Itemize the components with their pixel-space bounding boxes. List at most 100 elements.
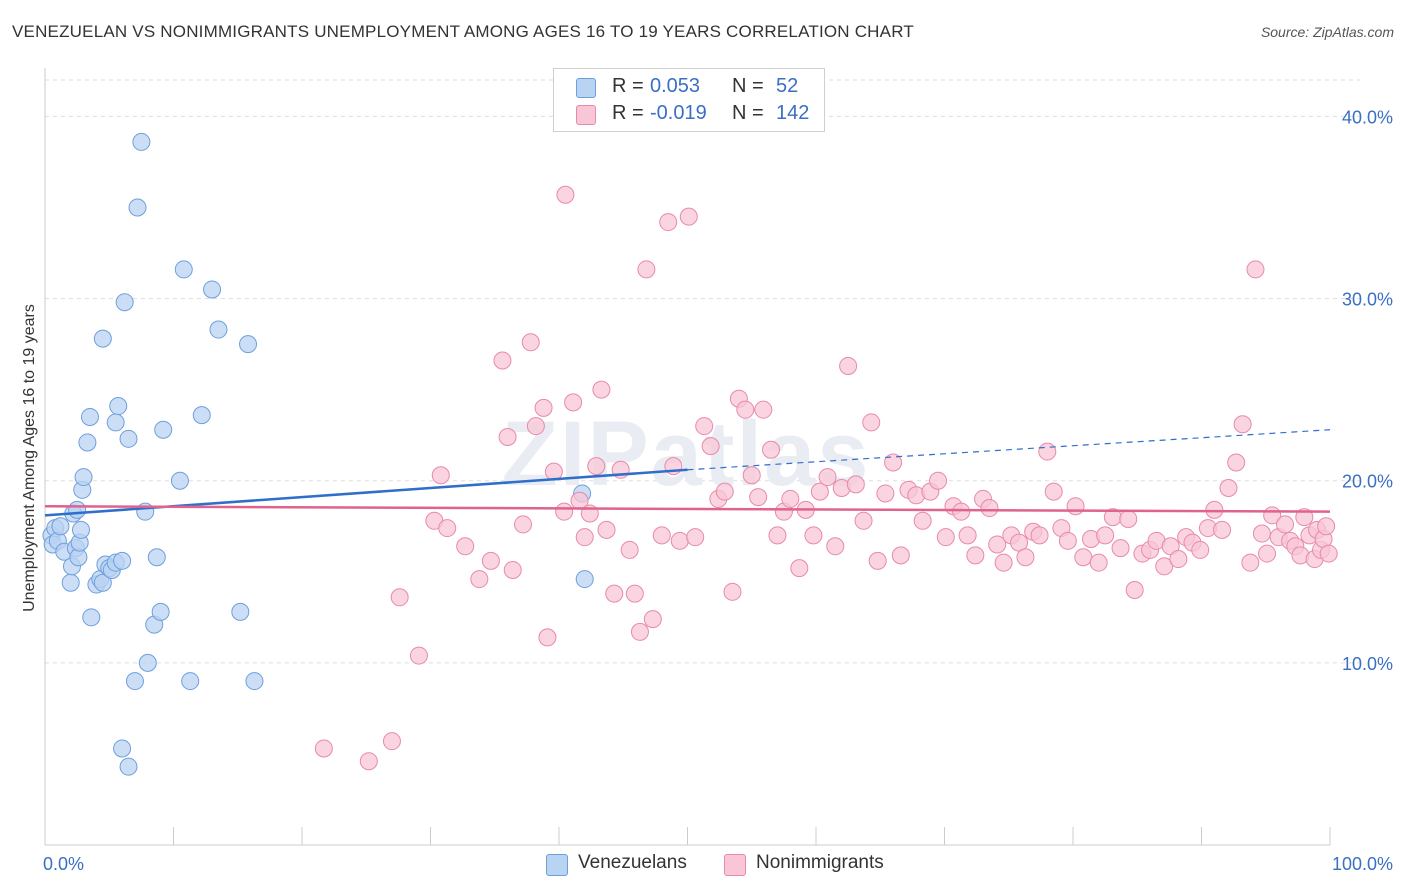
- nonimmigrants-point: [839, 356, 858, 375]
- nonimmigrants-point: [749, 488, 768, 507]
- nonimmigrants-point: [1096, 526, 1115, 545]
- nonimmigrants-point: [481, 551, 500, 570]
- nonimmigrants-point: [1169, 550, 1188, 569]
- venezuelans-point: [51, 517, 70, 536]
- x-tick-label: 100.0%: [1332, 854, 1393, 874]
- nonimmigrants-point: [652, 526, 671, 545]
- nonimmigrants-point: [913, 511, 932, 530]
- nonimmigrants-point: [555, 502, 574, 521]
- nonimmigrants-point: [936, 528, 955, 547]
- legend-n-label: N =: [732, 75, 764, 97]
- nonimmigrants-point: [620, 540, 639, 559]
- nonimmigrants-series: [314, 185, 1338, 771]
- venezuelans-point: [119, 429, 138, 448]
- nonimmigrants-point: [556, 185, 575, 204]
- nonimmigrants-legend-swatch: [724, 854, 746, 876]
- nonimmigrants-point: [564, 393, 583, 412]
- nonimmigrants-point: [1111, 539, 1130, 558]
- nonimmigrants-point: [723, 582, 742, 601]
- watermark: ZIPatlas: [502, 403, 871, 505]
- nonimmigrants-point: [1319, 544, 1338, 563]
- nonimmigrants-point: [994, 553, 1013, 572]
- nonimmigrants-point: [1125, 581, 1144, 599]
- nonimmigrants-trend-line: [44, 504, 1331, 513]
- venezuelans-legend-swatch: [546, 854, 568, 876]
- venezuelans-point: [71, 520, 90, 539]
- nonimmigrants-point: [456, 537, 475, 556]
- nonimmigrants-point: [952, 502, 971, 521]
- venezuelans-point: [109, 397, 128, 416]
- y-tick-label: 40.0%: [1342, 107, 1393, 127]
- nonimmigrants-point: [1058, 531, 1077, 550]
- y-tick-label: 20.0%: [1342, 472, 1393, 492]
- venezuelans-point: [181, 672, 200, 691]
- nonimmigrants-point: [670, 531, 689, 550]
- venezuelans-point: [80, 407, 99, 426]
- nonimmigrants-point: [592, 380, 611, 399]
- nonimmigrants-point: [597, 520, 616, 539]
- venezuelans-point: [245, 672, 264, 691]
- venezuelans-point: [82, 608, 101, 627]
- nonimmigrants-point: [754, 400, 773, 419]
- venezuelans-point: [192, 406, 211, 425]
- nonimmigrants-point: [686, 528, 705, 547]
- venezuelans-point: [113, 739, 132, 758]
- nonimmigrants-point: [409, 646, 428, 665]
- venezuelans-point: [125, 672, 144, 691]
- venezuelans-point: [78, 433, 97, 452]
- nonimmigrants-point: [1219, 479, 1238, 497]
- venezuelans-point: [74, 468, 93, 487]
- nonimmigrants-point: [470, 570, 489, 589]
- nonimmigrants-point: [876, 484, 895, 503]
- venezuelans-point: [119, 757, 138, 776]
- nonimmigrants-point: [768, 526, 787, 545]
- venezuelans-swatch: [576, 78, 596, 98]
- nonimmigrants-point: [804, 526, 823, 545]
- nonimmigrants-point: [1295, 508, 1314, 527]
- nonimmigrants-point: [736, 400, 755, 419]
- nonimmigrants-point: [1241, 553, 1260, 572]
- nonimmigrants-point: [526, 417, 545, 436]
- nonimmigrants-point: [1044, 482, 1063, 501]
- nonimmigrants-point: [538, 628, 557, 647]
- nonimmigrants-point: [637, 260, 656, 279]
- nonimmigrants-point: [498, 428, 517, 446]
- nonimmigrants-point: [1233, 415, 1252, 434]
- nonimmigrants-point: [868, 551, 887, 570]
- x-tick-label: 0.0%: [43, 854, 84, 874]
- nonimmigrants-point: [884, 453, 903, 472]
- nonimmigrants-point: [854, 511, 873, 530]
- nonimmigrants-point: [701, 437, 720, 456]
- nonimmigrants-point: [643, 610, 662, 629]
- nonimmigrants-point: [625, 584, 644, 603]
- nonimmigrants-point: [826, 537, 845, 556]
- venezuelans-point: [138, 653, 157, 672]
- nonimmigrants-point: [314, 739, 333, 758]
- legend-n-label: N =: [732, 102, 764, 124]
- nonimmigrants-point: [587, 457, 606, 476]
- nonimmigrants-point: [514, 515, 533, 534]
- nonimmigrants-point: [966, 546, 985, 565]
- nonimmigrants-point: [1066, 497, 1085, 516]
- venezuelans-point: [61, 573, 80, 592]
- nonimmigrants-point: [1258, 544, 1277, 563]
- nonimmigrants-legend-label: Nonimmigrants: [756, 852, 884, 873]
- venezuelans-point: [147, 548, 166, 567]
- nonimmigrants-point: [695, 417, 714, 436]
- nonimmigrants-swatch: [576, 105, 596, 125]
- venezuelans-point: [154, 420, 173, 439]
- legend-n-value: 52: [776, 75, 799, 97]
- nonimmigrants-point: [521, 333, 540, 352]
- axes: [44, 68, 1331, 846]
- nonimmigrants-point: [1276, 515, 1295, 534]
- venezuelans-point: [128, 198, 147, 217]
- nonimmigrants-point: [1246, 260, 1265, 279]
- nonimmigrants-point: [781, 489, 800, 508]
- nonimmigrants-point: [503, 560, 522, 579]
- nonimmigrants-point: [790, 559, 809, 578]
- venezuelans-series: [42, 132, 594, 776]
- nonimmigrants-point: [846, 475, 865, 494]
- venezuelans-point: [115, 293, 134, 312]
- nonimmigrants-point: [1016, 548, 1035, 567]
